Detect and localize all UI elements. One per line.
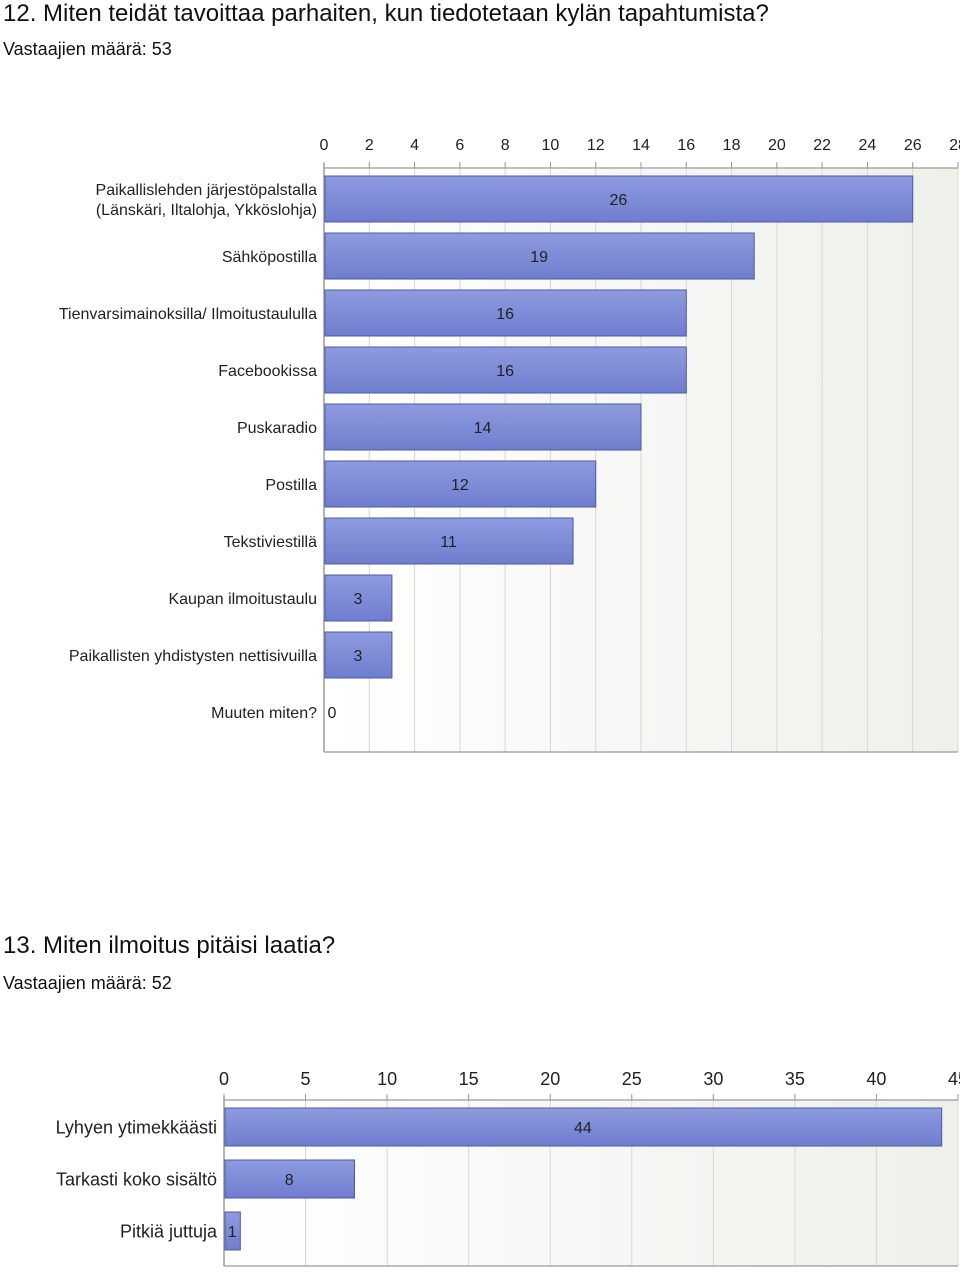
x-tick-label: 6 — [455, 137, 464, 154]
x-tick-label: 20 — [540, 1069, 560, 1089]
bar — [324, 289, 687, 337]
category-label: Tienvarsimainoksilla/ Ilmoitustaululla — [59, 306, 317, 323]
category-label: Paikallislehden järjestöpalstalla — [96, 182, 318, 199]
x-tick-label: 2 — [365, 137, 374, 154]
x-tick-label: 25 — [622, 1069, 642, 1089]
x-tick-label: 14 — [632, 137, 650, 154]
data-label: 8 — [285, 1172, 294, 1189]
bar — [324, 346, 687, 394]
x-tick-label: 45 — [948, 1069, 960, 1089]
data-label: 14 — [474, 420, 492, 437]
bar — [324, 517, 574, 565]
question-13-title: 13. Miten ilmoitus pitäisi laatia? — [3, 932, 336, 959]
data-label: 1 — [228, 1224, 237, 1241]
category-label: Puskaradio — [237, 420, 317, 437]
x-tick-label: 0 — [320, 137, 329, 154]
data-label: 0 — [328, 705, 337, 722]
x-tick-label: 15 — [459, 1069, 479, 1089]
data-label: 16 — [496, 363, 514, 380]
x-tick-label: 28 — [949, 137, 960, 154]
bar — [224, 1211, 241, 1251]
bar — [224, 1107, 943, 1147]
bar — [324, 232, 755, 280]
question-13-bar-chart: 0 5 10 15 20 25 30 35 40 45 Lyhyen ytimekkäästi 44 T… — [56, 1069, 960, 1267]
data-label: 26 — [609, 192, 627, 209]
category-label: Postilla — [265, 477, 317, 494]
category-label: Paikallisten yhdistysten nettisivuilla — [69, 648, 317, 665]
x-tick-label: 24 — [859, 137, 877, 154]
category-label: Lyhyen ytimekkäästi — [56, 1117, 217, 1137]
x-tick-label: 16 — [677, 137, 695, 154]
x-tick-label: 18 — [723, 137, 741, 154]
data-label: 3 — [354, 591, 363, 608]
data-label: 44 — [574, 1120, 592, 1137]
data-label: 12 — [451, 477, 469, 494]
x-tick-label: 5 — [301, 1069, 311, 1089]
x-tick-label: 22 — [813, 137, 831, 154]
bar — [224, 1159, 355, 1199]
category-label: Muuten miten? — [211, 705, 317, 722]
category-label: Tekstiviestillä — [224, 534, 317, 551]
bar — [324, 631, 393, 679]
x-tick-label: 40 — [866, 1069, 886, 1089]
x-tick-label: 8 — [501, 137, 510, 154]
data-label: 3 — [354, 648, 363, 665]
question-12-title: 12. Miten teidät tavoittaa parhaiten, ku… — [3, 0, 769, 27]
category-label: (Länskäri, Iltalohja, Ykköslohja) — [96, 202, 317, 219]
category-label: Kaupan ilmoitustaulu — [168, 591, 317, 608]
x-tick-label: 10 — [377, 1069, 397, 1089]
x-tick-label: 4 — [410, 137, 419, 154]
x-tick-label: 26 — [904, 137, 922, 154]
bar — [324, 175, 914, 223]
category-label: Sähköpostilla — [222, 249, 317, 266]
data-label: 16 — [496, 306, 514, 323]
bar — [324, 460, 597, 508]
question-13-respondent-count: Vastaajien määrä: 52 — [3, 973, 172, 993]
question-12-bar-chart: 0246810121416182022242628Paikallislehden… — [59, 137, 960, 753]
x-tick-label: 12 — [587, 137, 605, 154]
x-tick-label: 30 — [703, 1069, 723, 1089]
bar — [324, 574, 393, 622]
question-12-respondent-count: Vastaajien määrä: 53 — [3, 39, 172, 59]
category-label: Facebookissa — [218, 363, 317, 380]
x-tick-label: 35 — [785, 1069, 805, 1089]
data-label: 11 — [440, 534, 457, 551]
category-label: Tarkasti koko sisältö — [56, 1169, 217, 1189]
x-tick-label: 20 — [768, 137, 786, 154]
category-label: Pitkiä juttuja — [120, 1221, 218, 1241]
x-tick-label: 0 — [219, 1069, 229, 1089]
data-label: 19 — [530, 249, 548, 266]
x-tick-label: 10 — [542, 137, 560, 154]
bar — [324, 403, 642, 451]
